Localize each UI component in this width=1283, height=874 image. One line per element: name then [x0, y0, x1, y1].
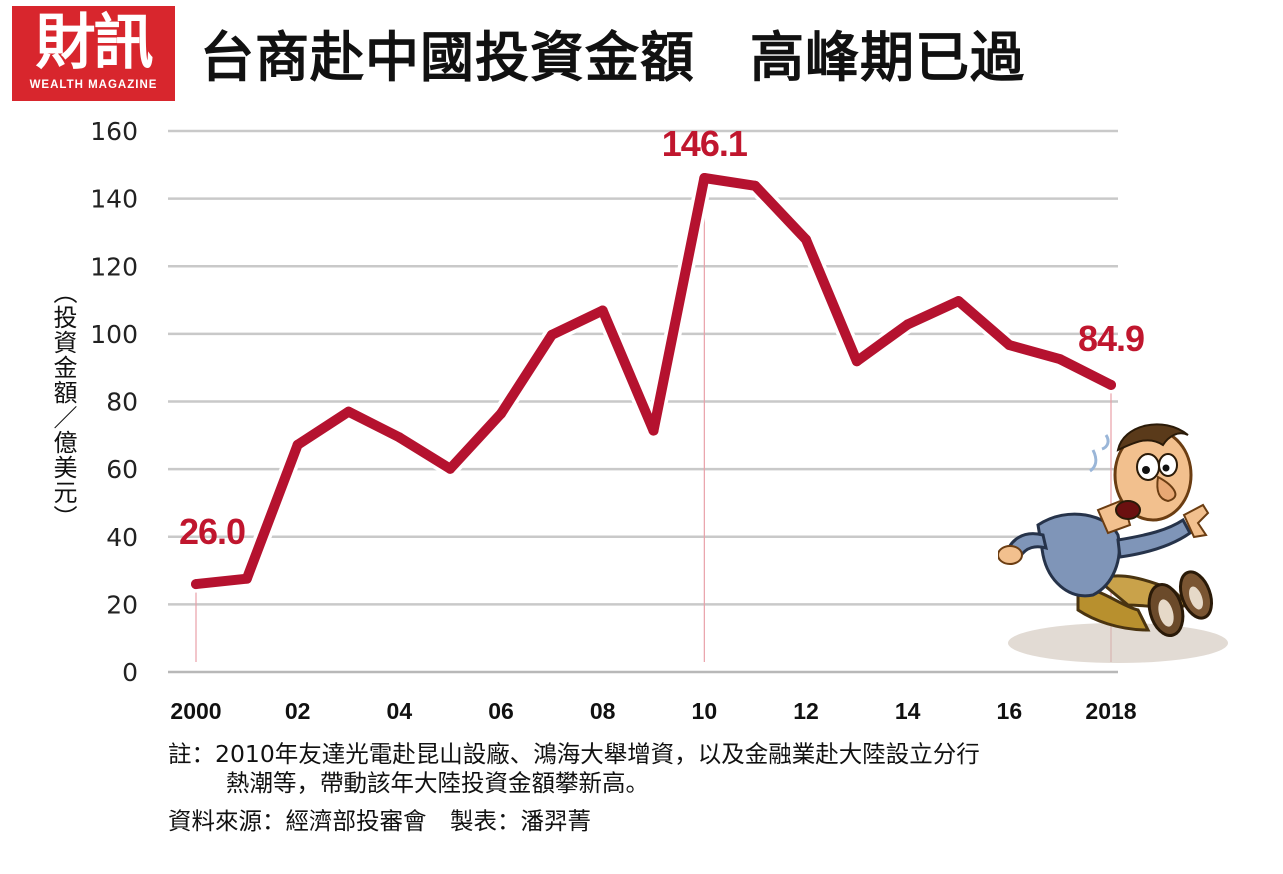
x-tick-label: 10: [692, 698, 718, 724]
data-point: [750, 180, 761, 191]
logo-name: 財訊: [35, 8, 154, 78]
data-point: [241, 573, 252, 584]
chart-title: 台商赴中國投資金額 高峰期已過: [200, 26, 1025, 89]
data-point: [699, 172, 710, 183]
y-tick-label: 80: [106, 388, 138, 417]
y-tick-label: 160: [90, 117, 138, 146]
data-point: [1106, 379, 1116, 390]
grid-layer: [168, 129, 1118, 674]
data-point: [394, 432, 405, 443]
footnote-line-1: 註：2010年友達光電赴昆山設廠、鴻海大舉增資，以及金融業赴大陸設立分行: [168, 740, 980, 768]
y-tick-labels: 0 20 40 60 80 100 120 140 160: [90, 117, 138, 687]
y-tick-label: 140: [90, 185, 138, 214]
y-tick-label: 40: [106, 523, 138, 552]
data-point: [1055, 354, 1066, 365]
brand-logo: 財訊 WEALTH MAGAZINE: [12, 6, 175, 101]
logo-subtitle: WEALTH MAGAZINE: [29, 79, 158, 91]
data-point: [1004, 340, 1015, 351]
y-tick-label: 20: [106, 590, 138, 619]
data-point: [902, 319, 913, 330]
x-tick-labels: 2000 02 04 06 08 10 12 14 16 2018: [170, 698, 1136, 724]
x-tick-label: 14: [895, 698, 921, 724]
x-tick-label: 2000: [170, 698, 221, 724]
y-axis-label: （投資金額／億美元）: [49, 280, 77, 530]
source-credit: 資料來源：經濟部投審會 製表：潘羿菁: [168, 807, 591, 835]
data-point: [496, 408, 506, 419]
annotation-layer: 26.0 146.1 84.9: [179, 123, 1145, 552]
y-tick-label: 120: [90, 252, 138, 281]
data-point: [191, 579, 201, 590]
data-point: [648, 425, 659, 436]
series-halo: [187, 169, 1120, 593]
y-tick-label: 0: [122, 658, 138, 687]
x-tick-label: 04: [387, 698, 413, 724]
data-point: [801, 234, 811, 245]
data-point: [445, 463, 456, 474]
data-label: 26.0: [179, 511, 245, 552]
x-tick-label: 02: [285, 698, 311, 724]
data-point: [292, 439, 303, 450]
data-label: 84.9: [1078, 318, 1144, 359]
data-point: [546, 329, 557, 340]
x-tick-label: 08: [590, 698, 616, 724]
data-label: 146.1: [662, 123, 748, 164]
x-tick-label: 16: [997, 698, 1023, 724]
x-tick-label: 06: [488, 698, 514, 724]
data-point: [343, 406, 354, 417]
series-line: [191, 172, 1116, 590]
x-tick-label: 12: [793, 698, 819, 724]
data-point: [597, 305, 608, 316]
y-tick-label: 100: [90, 320, 138, 349]
falling-man-icon: [998, 423, 1228, 663]
data-point: [851, 356, 862, 367]
y-tick-label: 60: [106, 455, 138, 484]
data-point: [953, 296, 964, 307]
footnote-line-2: 熱潮等，帶動該年大陸投資金額攀新高。: [226, 769, 649, 797]
x-tick-label: 2018: [1085, 698, 1136, 724]
series-layer: [187, 169, 1120, 593]
